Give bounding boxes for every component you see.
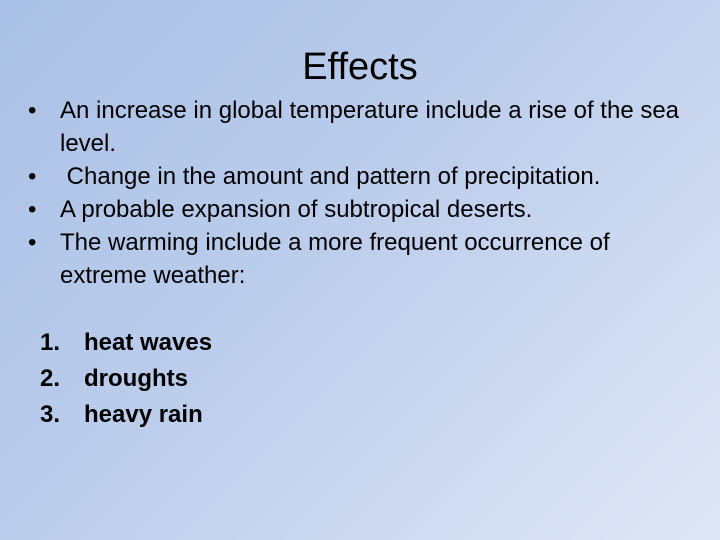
numbered-item-number: 3. [40,401,61,428]
bullet-text: An increase in global temperature includ… [60,97,680,157]
bullet-text: The warming include a more frequent occu… [60,229,610,289]
bullet-item: • The warming include a more frequent oc… [28,226,688,292]
numbered-item-text: heavy rain [84,401,203,428]
bullet-item: • A probable expansion of subtropical de… [28,193,688,226]
numbered-list: 1. heat waves 2. droughts 3. heavy rain [40,325,640,433]
bullet-list: • An increase in global temperature incl… [28,94,688,292]
numbered-item: 3. heavy rain [40,397,640,433]
numbered-item: 1. heat waves [40,325,640,361]
bullet-icon: • [28,196,37,223]
bullet-item: • An increase in global temperature incl… [28,94,688,160]
bullet-item: • Change in the amount and pattern of pr… [28,160,688,193]
bullet-icon: • [28,229,37,256]
bullet-icon: • [28,163,37,190]
numbered-item-number: 2. [40,365,61,392]
numbered-item-text: heat waves [84,329,213,356]
numbered-item-text: droughts [84,365,188,392]
numbered-item: 2. droughts [40,361,640,397]
bullet-icon: • [28,97,37,124]
bullet-text: A probable expansion of subtropical dese… [60,196,533,223]
numbered-item-number: 1. [40,329,61,356]
slide-title: Effects [302,46,418,88]
bullet-text: Change in the amount and pattern of prec… [60,163,601,190]
